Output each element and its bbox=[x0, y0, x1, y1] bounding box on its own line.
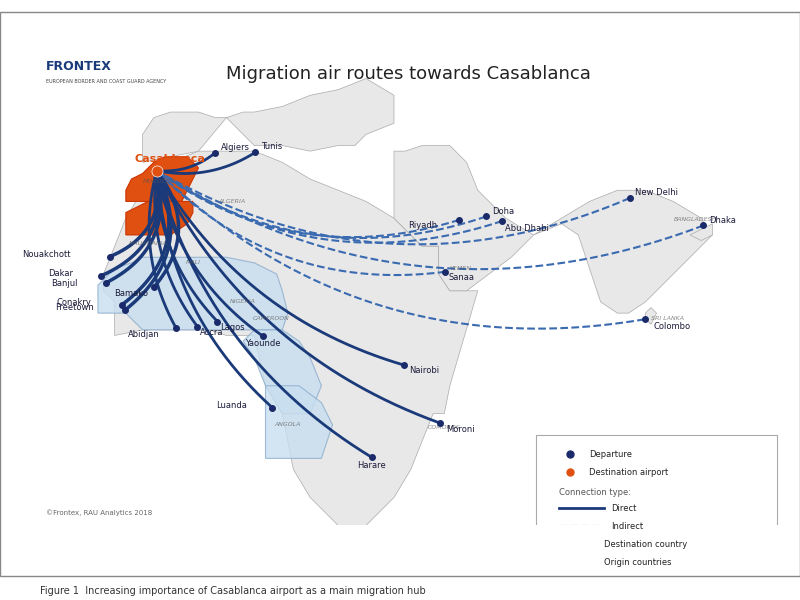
Text: New Delhi: New Delhi bbox=[635, 188, 678, 197]
Text: Abu Dhabi: Abu Dhabi bbox=[505, 224, 549, 233]
Text: Harare: Harare bbox=[358, 461, 386, 470]
Text: Origin countries: Origin countries bbox=[604, 558, 671, 567]
Text: CAMEROON: CAMEROON bbox=[253, 316, 290, 321]
Polygon shape bbox=[126, 157, 198, 202]
Text: YEMEN: YEMEN bbox=[450, 266, 472, 271]
Text: Indirect: Indirect bbox=[611, 522, 644, 531]
Polygon shape bbox=[243, 330, 322, 413]
Text: Lagos: Lagos bbox=[220, 323, 245, 332]
Polygon shape bbox=[690, 224, 712, 241]
Text: BANGLADESH: BANGLADESH bbox=[674, 217, 718, 222]
Text: Dakar: Dakar bbox=[48, 269, 74, 278]
Polygon shape bbox=[266, 386, 333, 458]
Text: Luanda: Luanda bbox=[216, 401, 247, 410]
Text: Bamako: Bamako bbox=[114, 289, 148, 298]
Text: ALGERIA: ALGERIA bbox=[218, 199, 246, 204]
Polygon shape bbox=[534, 190, 712, 313]
Polygon shape bbox=[103, 151, 478, 526]
Text: EUROPEAN BORDER AND COAST GUARD AGENCY: EUROPEAN BORDER AND COAST GUARD AGENCY bbox=[46, 79, 166, 84]
Text: MAURITANIA: MAURITANIA bbox=[129, 241, 167, 246]
Text: ANGOLA: ANGOLA bbox=[274, 422, 301, 427]
Text: MALI: MALI bbox=[186, 260, 200, 265]
Text: Figure 1  Increasing importance of Casablanca airport as a main migration hub: Figure 1 Increasing importance of Casabl… bbox=[40, 586, 426, 596]
Polygon shape bbox=[394, 146, 534, 291]
Text: Destination airport: Destination airport bbox=[589, 468, 668, 477]
Text: ©Frontex, RAU Analytics 2018: ©Frontex, RAU Analytics 2018 bbox=[46, 509, 152, 516]
Text: Sanaa: Sanaa bbox=[448, 273, 474, 282]
Text: Colombo: Colombo bbox=[653, 322, 690, 331]
Text: COMOROS: COMOROS bbox=[428, 425, 461, 430]
Text: SRI LANKA: SRI LANKA bbox=[651, 316, 684, 321]
Text: Dhaka: Dhaka bbox=[709, 215, 736, 224]
Polygon shape bbox=[646, 308, 657, 325]
Polygon shape bbox=[142, 79, 394, 163]
Text: Moroni: Moroni bbox=[446, 425, 474, 434]
Text: MOROCCO: MOROCCO bbox=[143, 179, 176, 184]
Text: Yaounde: Yaounde bbox=[245, 339, 281, 348]
FancyBboxPatch shape bbox=[536, 435, 778, 568]
Text: Connection type:: Connection type: bbox=[558, 488, 630, 497]
Text: Riyadh: Riyadh bbox=[408, 221, 437, 230]
Polygon shape bbox=[126, 202, 193, 235]
Text: FRONTEX: FRONTEX bbox=[46, 60, 112, 73]
Text: Freetown: Freetown bbox=[55, 304, 94, 313]
Text: Accra: Accra bbox=[200, 328, 224, 337]
Text: Algiers: Algiers bbox=[221, 143, 250, 152]
Bar bbox=[558, 557, 597, 567]
Text: NIGERIA: NIGERIA bbox=[230, 299, 256, 304]
Text: Abidjan: Abidjan bbox=[128, 329, 159, 338]
Text: Migration air routes towards Casablanca: Migration air routes towards Casablanca bbox=[226, 65, 590, 83]
Text: Casablanca: Casablanca bbox=[134, 154, 205, 164]
Text: Doha: Doha bbox=[492, 207, 514, 216]
Polygon shape bbox=[98, 257, 288, 330]
Text: Direct: Direct bbox=[611, 504, 637, 513]
Text: Nairobi: Nairobi bbox=[410, 367, 440, 376]
Text: Tunis: Tunis bbox=[261, 142, 282, 151]
Text: Banjul: Banjul bbox=[51, 279, 78, 288]
Text: Departure: Departure bbox=[589, 449, 632, 458]
Text: Conakry: Conakry bbox=[56, 298, 91, 307]
Text: Destination country: Destination country bbox=[604, 540, 687, 549]
Bar bbox=[558, 539, 597, 549]
Text: Nouakchott: Nouakchott bbox=[22, 250, 70, 259]
